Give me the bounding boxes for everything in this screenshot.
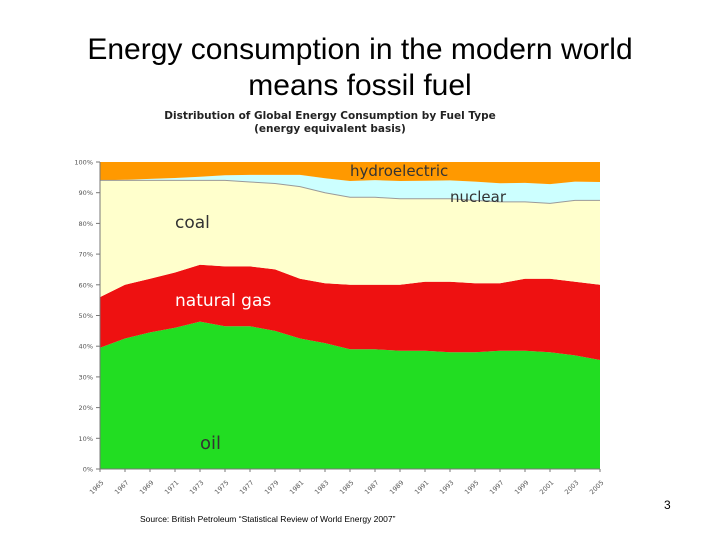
y-tick-label: 50% (79, 312, 93, 320)
y-tick-label: 10% (79, 435, 93, 443)
chart-title: Distribution of Global Energy Consumptio… (120, 110, 540, 136)
x-tick-label: 1999 (513, 479, 530, 496)
chart-title-line-2: (energy equivalent basis) (254, 123, 406, 135)
slide-title-line-1: Energy consumption in the modern world (87, 33, 633, 66)
x-tick-label: 1977 (238, 479, 255, 496)
x-tick-label: 1975 (213, 479, 230, 496)
page-number: 3 (664, 498, 671, 512)
y-tick-label: 80% (79, 220, 93, 228)
area-nuclear (100, 174, 600, 204)
series-label-coal: coal (175, 213, 210, 233)
series-label-hydroelectric: hydroelectric (350, 162, 448, 180)
x-tick-label: 1989 (388, 479, 405, 496)
area-oil (100, 321, 600, 469)
slide-title: Energy consumption in the modern world m… (0, 32, 720, 104)
y-tick-label: 100% (74, 159, 93, 167)
x-tick-label: 1979 (263, 479, 280, 496)
y-axis-ticks: 0% 10% 20% 30% 40% 50% 60% 70% 80% 90% 100% (74, 159, 100, 474)
y-tick-label: 20% (79, 404, 93, 412)
x-tick-label: 1991 (413, 479, 430, 496)
x-tick-label: 1993 (438, 479, 455, 496)
x-tick-label: 2001 (538, 479, 555, 496)
area-hydroelectric (100, 162, 600, 185)
y-tick-label: 30% (79, 373, 93, 381)
x-tick-label: 1971 (163, 479, 180, 496)
x-tick-label: 2005 (588, 479, 605, 496)
x-tick-label: 1973 (188, 479, 205, 496)
x-tick-label: 1967 (113, 479, 130, 496)
source-note: Source: British Petroleum “Statistical R… (140, 514, 396, 524)
x-tick-label: 1997 (488, 479, 505, 496)
x-tick-label: 2003 (563, 479, 580, 496)
coal-boundary-line (100, 179, 600, 204)
y-tick-label: 40% (79, 343, 93, 351)
chart-title-line-1: Distribution of Global Energy Consumptio… (164, 110, 496, 122)
y-tick-label: 70% (79, 251, 93, 259)
series-label-natural-gas: natural gas (175, 291, 271, 311)
x-axis-ticks: 1965 1967 1969 1971 1973 1975 1977 1979 1981 1983… (88, 469, 605, 496)
x-tick-label: 1983 (313, 479, 330, 496)
x-tick-label: 1969 (138, 479, 155, 496)
series-label-nuclear: nuclear (450, 188, 507, 206)
x-tick-label: 1985 (338, 479, 355, 496)
area-layers (100, 162, 600, 469)
x-tick-label: 1965 (88, 479, 105, 496)
y-tick-label: 60% (79, 281, 93, 289)
x-tick-label: 1981 (288, 479, 305, 496)
series-label-oil: oil (200, 433, 221, 454)
area-natural-gas (100, 264, 600, 360)
y-tick-label: 90% (79, 189, 93, 197)
x-tick-label: 1987 (363, 479, 380, 496)
y-tick-label: 0% (83, 466, 93, 474)
area-coal (100, 180, 600, 298)
x-tick-label: 1995 (463, 479, 480, 496)
slide-title-line-2: means fossil fuel (248, 69, 472, 102)
